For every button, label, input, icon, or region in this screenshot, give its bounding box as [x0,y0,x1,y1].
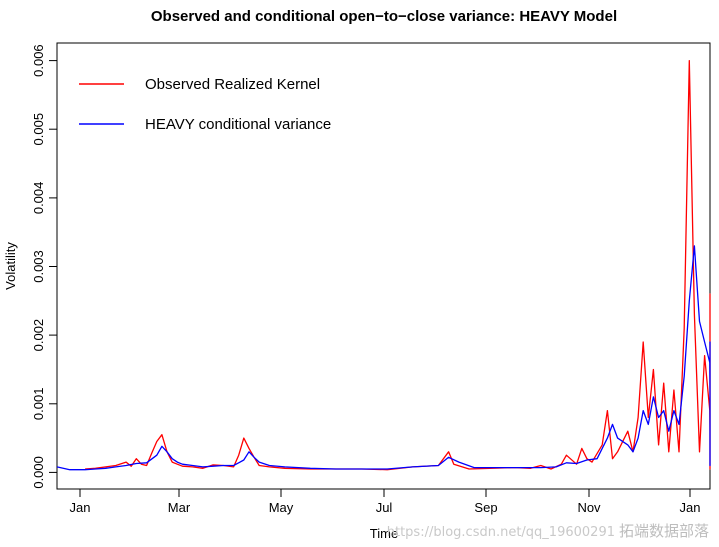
legend-label-heavy: HEAVY conditional variance [145,116,331,133]
x-tick-label: Nov [577,500,601,515]
x-tick-label: Mar [168,500,191,515]
series-line-observed [85,59,711,471]
legend-label-observed: Observed Realized Kernel [145,76,320,93]
y-tick-label: 0.000 [31,456,46,489]
x-tick-label: Jan [680,500,701,515]
x-tick-label: Jul [376,500,393,515]
y-axis-label: Volatility [3,242,18,290]
x-axis-label: Time [370,526,398,541]
series-line-heavy [56,245,711,471]
watermark-brand: 拓端数据部落 [618,522,709,540]
y-tick-label: 0.006 [31,44,46,77]
watermark: https://blog.csdn.net/qq_19600291 拓端数据部落 [387,520,709,541]
x-tick-label: Jan [70,500,91,515]
y-tick-label: 0.005 [31,113,46,146]
y-tick-label: 0.004 [31,182,46,215]
plot-frame [56,42,711,490]
watermark-url: https://blog.csdn.net/qq_19600291 [386,525,615,540]
y-tick-label: 0.003 [31,250,46,283]
series-layer [56,59,711,471]
x-tick-label: May [269,500,294,515]
y-tick-label: 0.002 [31,319,46,352]
chart-title: Observed and conditional open−to−close v… [151,8,617,25]
y-tick-label: 0.001 [31,388,46,421]
x-tick-label: Sep [474,500,497,515]
